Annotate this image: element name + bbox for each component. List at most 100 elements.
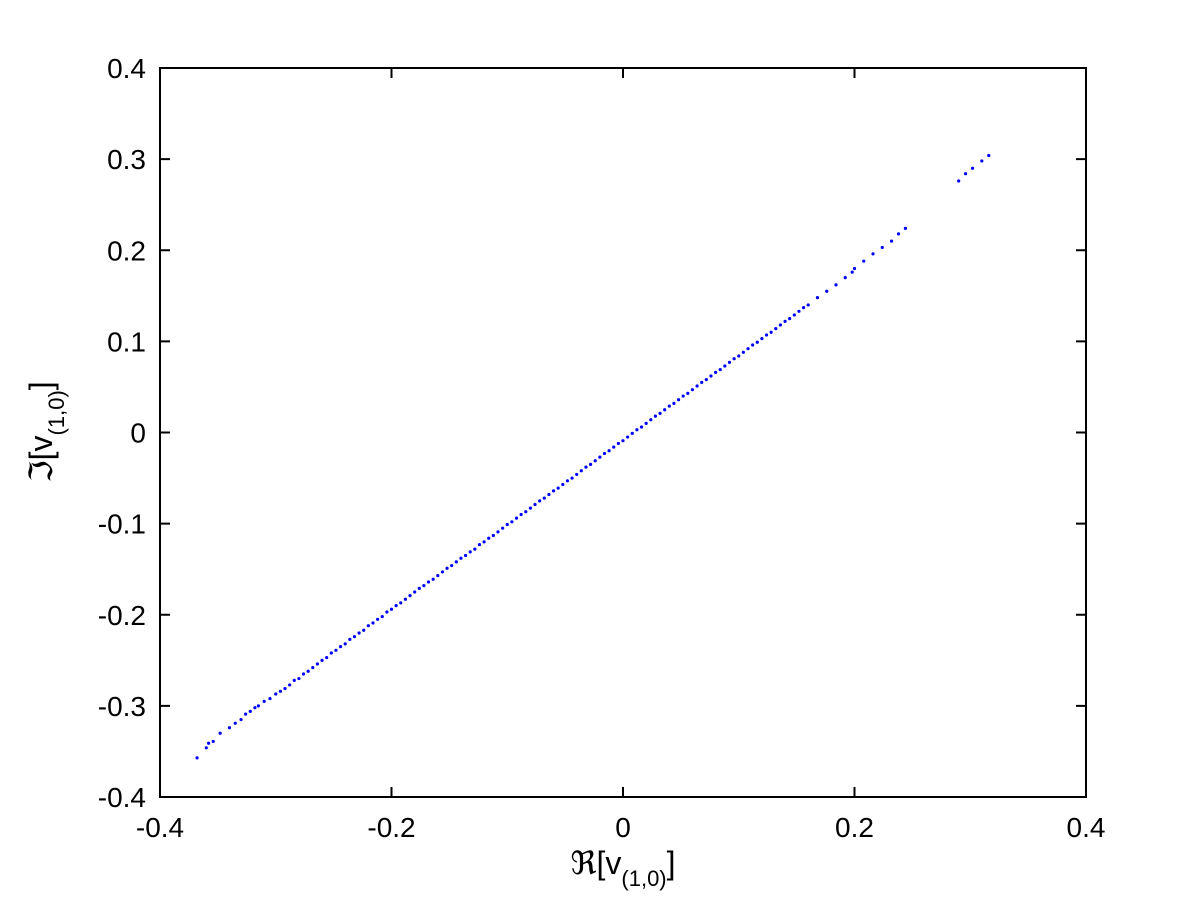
data-point	[468, 550, 472, 554]
data-point	[584, 465, 588, 469]
data-point	[283, 686, 287, 691]
data-point	[292, 678, 296, 682]
data-point	[547, 492, 551, 497]
data-point	[329, 651, 333, 655]
data-point	[834, 283, 838, 287]
data-point	[357, 631, 361, 635]
data-point	[459, 556, 463, 560]
y-tick-label: -0.4	[98, 782, 146, 813]
data-point	[445, 566, 449, 570]
data-point	[338, 645, 343, 649]
data-point	[482, 540, 486, 544]
data-point	[514, 516, 519, 520]
data-point	[491, 533, 495, 538]
y-tick-label: -0.1	[98, 509, 146, 540]
x-tick-label: 0	[615, 812, 631, 843]
data-point	[871, 252, 875, 256]
y-tick-label: -0.2	[98, 600, 146, 631]
data-point	[602, 451, 607, 456]
data-point	[524, 510, 528, 514]
data-point	[510, 520, 514, 524]
data-point	[653, 414, 658, 418]
data-point	[253, 706, 257, 710]
data-point	[635, 428, 639, 432]
data-point	[788, 316, 792, 321]
data-point	[306, 669, 310, 673]
data-point	[565, 479, 570, 483]
data-point	[380, 614, 384, 619]
data-point	[746, 347, 750, 351]
x-tick-label: 0.2	[835, 812, 874, 843]
data-point	[436, 573, 440, 578]
data-point	[797, 309, 801, 313]
data-point	[575, 472, 579, 477]
data-point	[417, 586, 421, 590]
data-point	[297, 676, 301, 681]
data-point	[256, 704, 260, 708]
data-point	[538, 499, 542, 503]
data-point	[394, 604, 398, 608]
data-point	[519, 512, 523, 517]
data-point	[690, 388, 695, 392]
data-point	[737, 354, 741, 358]
data-point	[399, 601, 403, 605]
data-point	[755, 340, 759, 344]
data-point	[676, 398, 681, 402]
data-point	[704, 378, 708, 382]
data-point	[496, 530, 500, 534]
data-point	[709, 374, 713, 378]
data-point	[815, 296, 820, 300]
data-point	[862, 259, 866, 263]
data-point	[239, 717, 243, 722]
data-point	[593, 459, 597, 463]
data-point	[348, 637, 352, 641]
data-point	[644, 421, 648, 425]
data-point	[806, 303, 810, 307]
data-point	[440, 570, 445, 574]
data-point	[343, 642, 347, 646]
data-point	[616, 441, 620, 446]
data-point	[727, 360, 732, 364]
data-point	[760, 337, 764, 341]
data-point	[325, 655, 329, 660]
data-point	[248, 709, 252, 713]
data-point	[301, 672, 306, 676]
data-point	[556, 486, 560, 490]
x-tick-label: -0.2	[367, 812, 415, 843]
data-point	[964, 172, 968, 176]
y-tick-label: 0.3	[107, 144, 146, 175]
data-point	[352, 635, 357, 639]
data-point	[957, 179, 961, 183]
data-point	[588, 462, 593, 466]
data-point	[621, 439, 625, 443]
data-point	[268, 696, 272, 701]
data-point	[244, 712, 248, 716]
data-point	[426, 580, 431, 584]
x-axis-label-suffix: ]	[667, 845, 676, 881]
data-point	[639, 425, 644, 429]
data-point	[450, 563, 454, 568]
y-tick-label: 0.4	[107, 53, 146, 84]
y-axis-label-prefix: ℑ[v	[23, 435, 59, 482]
scatter-points-layer	[195, 153, 991, 760]
data-point	[334, 648, 338, 652]
data-point	[700, 380, 704, 384]
data-point	[778, 323, 783, 327]
data-point	[278, 689, 282, 693]
data-point	[612, 445, 616, 449]
data-point	[233, 721, 237, 725]
data-point	[195, 756, 199, 760]
data-point	[843, 275, 847, 280]
data-point	[598, 455, 602, 459]
data-point	[288, 683, 292, 687]
data-point	[501, 526, 505, 530]
data-point	[889, 239, 894, 243]
data-point	[732, 357, 736, 361]
data-point	[970, 166, 975, 170]
y-tick-label: 0	[130, 418, 146, 449]
x-axis-label: ℜ[v(1,0)]	[570, 845, 675, 891]
data-point	[218, 731, 222, 735]
data-point	[630, 431, 634, 436]
